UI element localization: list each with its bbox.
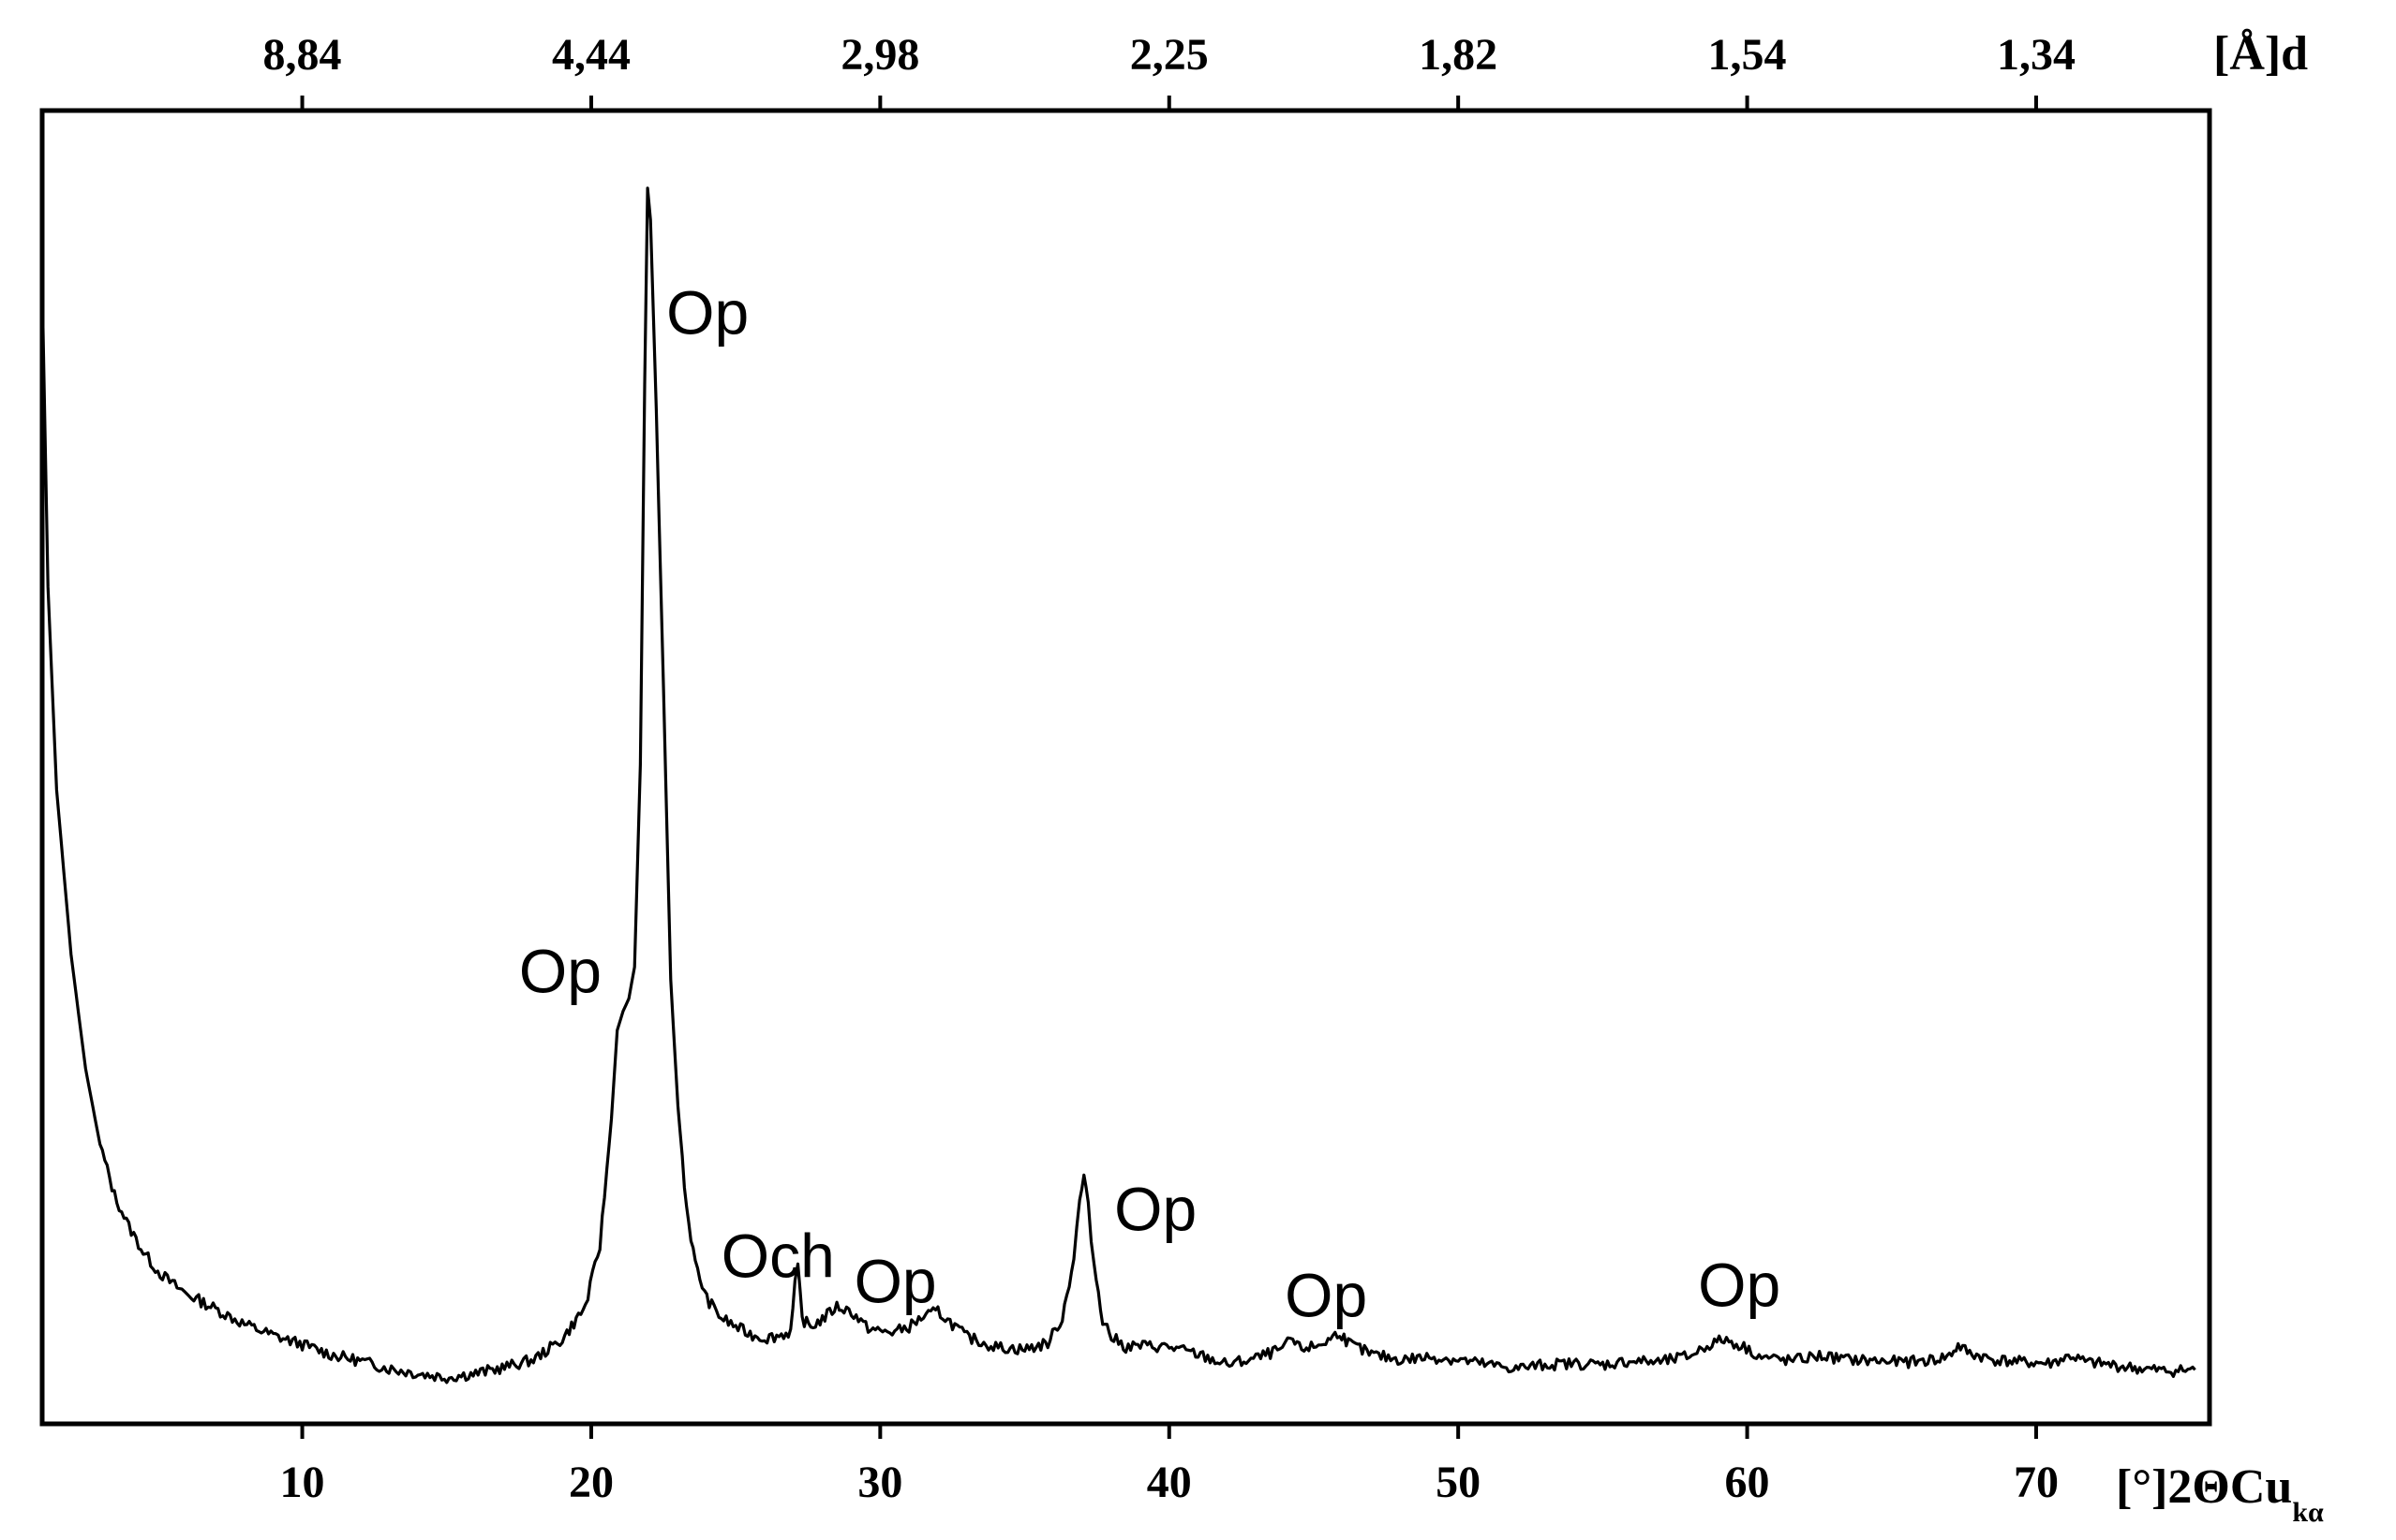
bottom-axis-ticks: 10 20 30 40 50 60 70 bbox=[280, 1424, 2059, 1507]
bottom-axis-title-subscript: kα bbox=[2292, 1497, 2324, 1528]
bottom-axis-title: [°]2ΘCukα bbox=[2116, 1460, 2324, 1528]
top-axis-ticks: 8,84 4,44 2,98 2,25 1,82 1,54 1,34 bbox=[263, 30, 2076, 111]
top-axis-title: [Å]d bbox=[2213, 27, 2308, 81]
peak-label: Op bbox=[855, 1247, 937, 1316]
bottom-axis-title-main: [°]2ΘCu bbox=[2116, 1460, 2292, 1514]
diffraction-pattern-line bbox=[40, 186, 2196, 1385]
top-tick-label: 2,25 bbox=[1130, 30, 1209, 80]
top-tick-label: 4,44 bbox=[552, 30, 631, 80]
top-tick-label: 2,98 bbox=[841, 30, 919, 80]
bottom-tick-label: 30 bbox=[857, 1458, 902, 1507]
peak-label: Och bbox=[722, 1222, 835, 1291]
bottom-tick-label: 40 bbox=[1147, 1458, 1192, 1507]
top-tick-label: 1,82 bbox=[1419, 30, 1497, 80]
peak-label: Op bbox=[1285, 1260, 1367, 1329]
bottom-tick-label: 50 bbox=[1436, 1458, 1481, 1507]
bottom-tick-label: 70 bbox=[2014, 1458, 2059, 1507]
peak-label: Op bbox=[519, 936, 602, 1005]
top-tick-label: 8,84 bbox=[263, 30, 342, 80]
peak-annotations: Op Op Och Op Op Op Op bbox=[519, 277, 1780, 1329]
peak-label: Op bbox=[666, 277, 749, 347]
bottom-tick-label: 20 bbox=[569, 1458, 614, 1507]
bottom-tick-label: 60 bbox=[1725, 1458, 1770, 1507]
peak-label: Op bbox=[1698, 1251, 1780, 1320]
bottom-tick-label: 10 bbox=[280, 1458, 325, 1507]
top-tick-label: 1,54 bbox=[1708, 30, 1787, 80]
peak-label: Op bbox=[1114, 1175, 1197, 1244]
plot-frame bbox=[39, 108, 2212, 1427]
top-tick-label: 1,34 bbox=[1997, 30, 2076, 80]
